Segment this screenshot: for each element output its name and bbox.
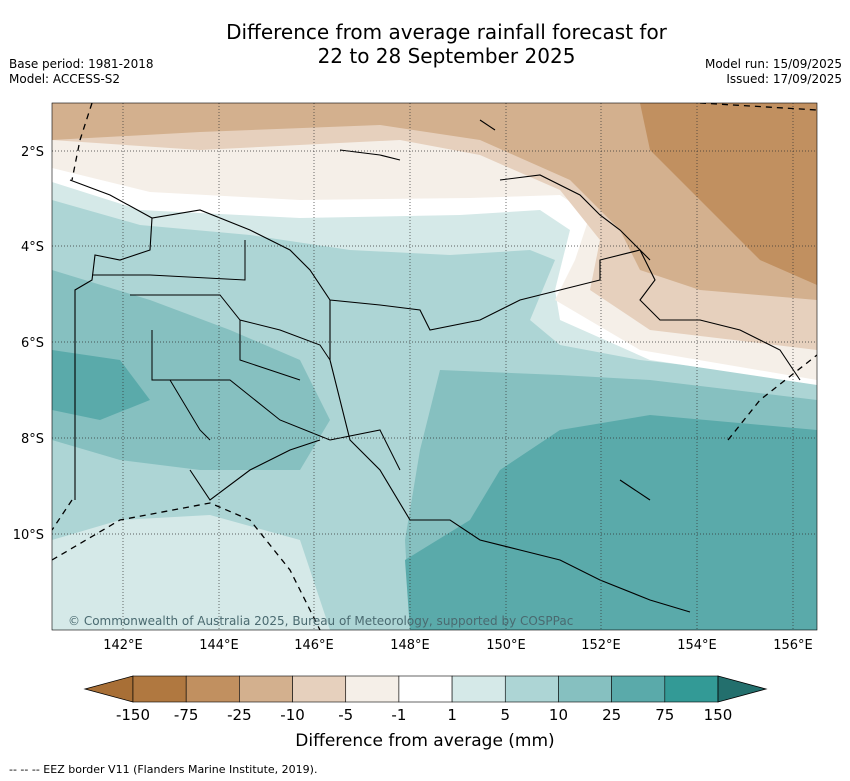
longitude-label: 142°E: [103, 638, 143, 653]
colorbar-tick-label: -1: [391, 706, 406, 724]
colorbar-swatch: [558, 675, 612, 703]
colorbar-swatch: [239, 675, 293, 703]
map-frame: [51, 102, 818, 631]
latitude-label: 8°S: [21, 432, 44, 447]
colorbar-swatch: [451, 675, 506, 703]
colorbar-tick-label: -150: [116, 706, 150, 724]
latitude-label: 6°S: [21, 336, 44, 351]
title-line-1: Difference from average rainfall forecas…: [226, 20, 667, 44]
colorbar-tick-label: 1: [447, 706, 457, 724]
eez-legend-note: -- -- -- EEZ border V11 (Flanders Marine…: [9, 763, 318, 776]
colorbar-arrow-high: [717, 675, 768, 703]
colorbar-tick-label: 5: [500, 706, 510, 724]
colorbar-tick-label: 75: [655, 706, 674, 724]
meta-right: Model run: 15/09/2025 Issued: 17/09/2025: [705, 57, 842, 87]
base-period: Base period: 1981-2018: [9, 57, 154, 71]
colorbar-ticks: -150 -75 -25 -10 -5 -1 1 5 10 25 75 150: [116, 706, 732, 724]
longitude-label: 156°E: [773, 638, 813, 653]
colorbar-arrow-low: [83, 675, 134, 703]
longitude-labels: 142°E 144°E 146°E 148°E 150°E 152°E 154°E 156°E: [103, 638, 813, 653]
colorbar-swatch: [185, 675, 240, 703]
chart-title: Difference from average rainfall forecas…: [0, 20, 850, 68]
colorbar-tick-label: -10: [280, 706, 305, 724]
colorbar-tick-label: -5: [338, 706, 353, 724]
colorbar-tick-label: -25: [227, 706, 252, 724]
longitude-label: 146°E: [294, 638, 334, 653]
longitude-label: 152°E: [581, 638, 621, 653]
colorbar-tick-label: 25: [602, 706, 621, 724]
eez-border: [52, 103, 817, 630]
longitude-label: 154°E: [677, 638, 717, 653]
gridlines: [52, 103, 817, 630]
longitude-label: 148°E: [390, 638, 430, 653]
province-borders: [92, 240, 401, 471]
colorbar-label: Difference from average (mm): [295, 731, 555, 751]
coastline: [69, 119, 801, 613]
longitude-label: 144°E: [199, 638, 239, 653]
colorbar-swatch: [345, 675, 400, 703]
title-line-2: 22 to 28 September 2025: [317, 44, 576, 68]
latitude-label: 4°S: [21, 240, 44, 255]
model-run: Model run: 15/09/2025: [704, 57, 842, 71]
colorbar-swatch: [398, 675, 453, 703]
colorbar-swatch: [664, 675, 719, 703]
colorbar-swatch: [611, 675, 666, 703]
colorbar-swatch: [132, 675, 187, 703]
latitude-label: 10°S: [13, 528, 44, 543]
meta-left: Base period: 1981-2018 Model: ACCESS-S2: [9, 57, 154, 87]
colorbar-tick-label: 150: [704, 706, 733, 724]
rainfall-fields: [52, 103, 817, 630]
latitude-labels: 2°S 4°S 6°S 8°S 10°S: [13, 145, 44, 543]
model-name: Model: ACCESS-S2: [9, 72, 121, 86]
copyright-notice: © Commonwealth of Australia 2025, Bureau…: [68, 614, 574, 628]
colorbar-swatch: [292, 675, 347, 703]
longitude-label: 150°E: [486, 638, 526, 653]
colorbar-swatch: [504, 675, 559, 703]
latitude-label: 2°S: [21, 145, 44, 160]
colorbar-tick-label: 10: [549, 706, 568, 724]
colorbar-tick-label: -75: [174, 706, 199, 724]
colorbar: [83, 675, 768, 703]
issued-date: Issued: 17/09/2025: [726, 72, 842, 86]
